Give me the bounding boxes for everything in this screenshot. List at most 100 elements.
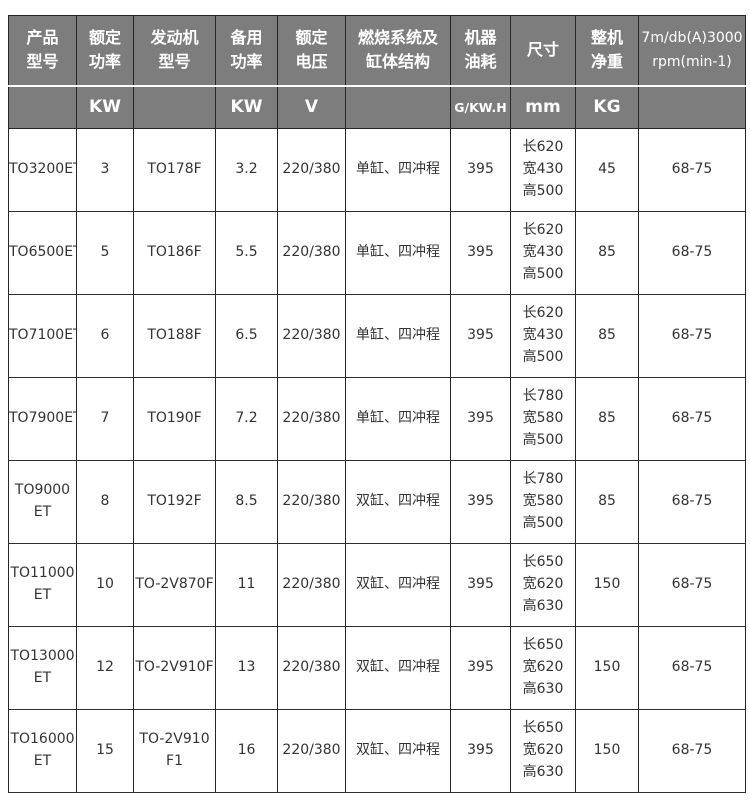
unit-rated-voltage: V bbox=[277, 85, 346, 129]
cell-rated-power: 6 bbox=[76, 294, 134, 378]
cell-engine-model: TO188F bbox=[133, 294, 216, 378]
cell-noise: 68-75 bbox=[638, 543, 746, 627]
cell-net-weight: 150 bbox=[575, 626, 639, 710]
table-row: TO9000 ET 8 TO192F 8.5 220/380 双缸、四冲程 39… bbox=[8, 460, 746, 544]
col-rated-power: 额定 功率 bbox=[76, 15, 134, 87]
cell-fuel-consumption: 395 bbox=[450, 294, 511, 378]
table-row: TO3200ET 3 TO178F 3.2 220/380 单缸、四冲程 395… bbox=[8, 128, 746, 212]
cell-structure: 双缸、四冲程 bbox=[345, 626, 451, 710]
cell-engine-model: TO-2V910F bbox=[133, 626, 216, 710]
cell-rated-voltage: 220/380 bbox=[277, 211, 346, 295]
cell-model: TO16000 ET bbox=[8, 709, 77, 793]
col-rated-voltage: 额定 电压 bbox=[277, 15, 346, 87]
cell-structure: 双缸、四冲程 bbox=[345, 709, 451, 793]
cell-noise: 68-75 bbox=[638, 377, 746, 461]
table-row: TO13000 ET 12 TO-2V910F 13 220/380 双缸、四冲… bbox=[8, 626, 746, 710]
cell-net-weight: 85 bbox=[575, 460, 639, 544]
cell-net-weight: 85 bbox=[575, 211, 639, 295]
cell-noise: 68-75 bbox=[638, 626, 746, 710]
cell-engine-model: TO-2V910 F1 bbox=[133, 709, 216, 793]
cell-rated-power: 7 bbox=[76, 377, 134, 461]
cell-fuel-consumption: 395 bbox=[450, 709, 511, 793]
col-fuel-consumption: 机器 油耗 bbox=[450, 15, 511, 87]
col-product-model: 产品 型号 bbox=[8, 15, 77, 87]
cell-structure: 双缸、四冲程 bbox=[345, 543, 451, 627]
cell-fuel-consumption: 395 bbox=[450, 460, 511, 544]
cell-rated-voltage: 220/380 bbox=[277, 294, 346, 378]
spec-table: 产品 型号 额定 功率 发动机 型号 备用 功率 额定 电压 燃烧系统及 缸体结… bbox=[8, 15, 746, 793]
cell-dimensions: 长620 宽430 高500 bbox=[510, 294, 576, 378]
cell-standby-power: 7.2 bbox=[215, 377, 278, 461]
table-header: 产品 型号 额定 功率 发动机 型号 备用 功率 额定 电压 燃烧系统及 缸体结… bbox=[8, 15, 746, 129]
cell-standby-power: 11 bbox=[215, 543, 278, 627]
cell-noise: 68-75 bbox=[638, 211, 746, 295]
cell-engine-model: TO-2V870F bbox=[133, 543, 216, 627]
cell-fuel-consumption: 395 bbox=[450, 626, 511, 710]
cell-structure: 单缸、四冲程 bbox=[345, 211, 451, 295]
cell-standby-power: 16 bbox=[215, 709, 278, 793]
cell-rated-voltage: 220/380 bbox=[277, 460, 346, 544]
cell-structure: 单缸、四冲程 bbox=[345, 128, 451, 212]
cell-noise: 68-75 bbox=[638, 460, 746, 544]
cell-rated-voltage: 220/380 bbox=[277, 709, 346, 793]
cell-net-weight: 45 bbox=[575, 128, 639, 212]
table-row: TO7100ET 6 TO188F 6.5 220/380 单缸、四冲程 395… bbox=[8, 294, 746, 378]
cell-fuel-consumption: 395 bbox=[450, 128, 511, 212]
cell-model: TO7100ET bbox=[8, 294, 77, 378]
unit-product-model bbox=[8, 85, 77, 129]
table-row: TO7900ET 7 TO190F 7.2 220/380 单缸、四冲程 395… bbox=[8, 377, 746, 461]
cell-engine-model: TO186F bbox=[133, 211, 216, 295]
cell-rated-voltage: 220/380 bbox=[277, 377, 346, 461]
cell-standby-power: 5.5 bbox=[215, 211, 278, 295]
cell-rated-power: 3 bbox=[76, 128, 134, 212]
cell-standby-power: 6.5 bbox=[215, 294, 278, 378]
col-standby-power: 备用 功率 bbox=[215, 15, 278, 87]
cell-rated-voltage: 220/380 bbox=[277, 128, 346, 212]
cell-standby-power: 3.2 bbox=[215, 128, 278, 212]
cell-rated-voltage: 220/380 bbox=[277, 626, 346, 710]
cell-structure: 双缸、四冲程 bbox=[345, 460, 451, 544]
cell-rated-power: 15 bbox=[76, 709, 134, 793]
cell-model: TO13000 ET bbox=[8, 626, 77, 710]
cell-net-weight: 150 bbox=[575, 543, 639, 627]
unit-noise-level bbox=[638, 85, 746, 129]
unit-engine-model bbox=[133, 85, 216, 129]
cell-structure: 单缸、四冲程 bbox=[345, 377, 451, 461]
cell-model: TO6500ET bbox=[8, 211, 77, 295]
col-noise-level: 7m/db(A)3000 rpm(min-1) bbox=[638, 15, 746, 87]
table-row: TO6500ET 5 TO186F 5.5 220/380 单缸、四冲程 395… bbox=[8, 211, 746, 295]
cell-dimensions: 长650 宽620 高630 bbox=[510, 543, 576, 627]
cell-dimensions: 长650 宽620 高630 bbox=[510, 709, 576, 793]
cell-rated-power: 8 bbox=[76, 460, 134, 544]
table-row: TO11000 ET 10 TO-2V870F 11 220/380 双缸、四冲… bbox=[8, 543, 746, 627]
cell-engine-model: TO178F bbox=[133, 128, 216, 212]
cell-net-weight: 85 bbox=[575, 377, 639, 461]
cell-engine-model: TO192F bbox=[133, 460, 216, 544]
cell-net-weight: 85 bbox=[575, 294, 639, 378]
cell-dimensions: 长620 宽430 高500 bbox=[510, 128, 576, 212]
cell-dimensions: 长650 宽620 高630 bbox=[510, 626, 576, 710]
cell-dimensions: 长780 宽580 高500 bbox=[510, 460, 576, 544]
cell-standby-power: 13 bbox=[215, 626, 278, 710]
unit-net-weight: KG bbox=[575, 85, 639, 129]
unit-dimensions: mm bbox=[510, 85, 576, 129]
cell-rated-power: 12 bbox=[76, 626, 134, 710]
unit-combustion-structure bbox=[345, 85, 451, 129]
cell-dimensions: 长620 宽430 高500 bbox=[510, 211, 576, 295]
cell-dimensions: 长780 宽580 高500 bbox=[510, 377, 576, 461]
cell-model: TO11000 ET bbox=[8, 543, 77, 627]
col-combustion-structure: 燃烧系统及 缸体结构 bbox=[345, 15, 451, 87]
cell-fuel-consumption: 395 bbox=[450, 377, 511, 461]
cell-rated-power: 10 bbox=[76, 543, 134, 627]
cell-rated-voltage: 220/380 bbox=[277, 543, 346, 627]
col-dimensions: 尺寸 bbox=[510, 15, 576, 87]
cell-noise: 68-75 bbox=[638, 294, 746, 378]
cell-noise: 68-75 bbox=[638, 128, 746, 212]
cell-structure: 单缸、四冲程 bbox=[345, 294, 451, 378]
cell-engine-model: TO190F bbox=[133, 377, 216, 461]
cell-model: TO3200ET bbox=[8, 128, 77, 212]
cell-rated-power: 5 bbox=[76, 211, 134, 295]
cell-model: TO7900ET bbox=[8, 377, 77, 461]
col-net-weight: 整机 净重 bbox=[575, 15, 639, 87]
